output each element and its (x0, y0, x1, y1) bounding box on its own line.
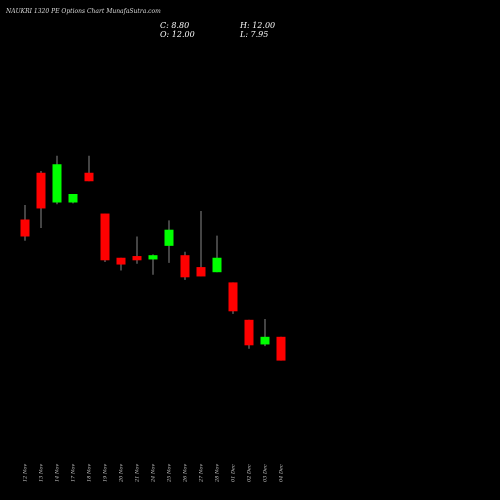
x-tick-label: 19 Nov (103, 464, 109, 482)
candle-body (164, 229, 174, 246)
candle-body (196, 267, 206, 277)
high-value: H: 12.00 (240, 21, 276, 30)
candle-body (84, 172, 94, 182)
candle-body (68, 194, 78, 203)
candle-body (52, 164, 62, 203)
candle-body (180, 255, 190, 278)
x-tick-label: 26 Nov (183, 464, 189, 483)
x-tick-label: 01 Dec (231, 464, 237, 482)
x-tick-label: 12 Nov (23, 464, 29, 482)
open-value: O: 12.00 (160, 30, 195, 39)
x-tick-label: 18 Nov (87, 464, 93, 482)
candle-body (212, 257, 222, 273)
x-tick-label: 21 Nov (135, 464, 141, 483)
candle-body (244, 319, 254, 346)
candle-body (228, 282, 238, 312)
x-tick-label: 27 Nov (199, 464, 205, 483)
x-tick-label: 17 Nov (71, 464, 77, 482)
candle-body (260, 336, 270, 345)
x-tick-label: 25 Nov (167, 464, 173, 483)
candle-body (20, 219, 30, 237)
x-tick-label: 04 Dec (279, 464, 285, 482)
close-value: C: 8.80 (160, 21, 190, 30)
x-tick-label: 24 Nov (151, 464, 157, 483)
candle-body (276, 336, 286, 361)
x-tick-label: 28 Nov (215, 464, 221, 483)
candle-body (116, 257, 126, 265)
candle-body (100, 213, 110, 261)
x-tick-label: 03 Dec (263, 464, 269, 482)
candle-body (148, 255, 158, 260)
x-tick-label: 20 Nov (119, 464, 125, 483)
x-tick-label: 13 Nov (39, 464, 45, 482)
chart-title: NAUKRI 1320 PE Options Chart MunafaSutra… (6, 8, 161, 15)
candle-body (132, 256, 142, 261)
low-value: L: 7.95 (240, 30, 269, 39)
candle-body (36, 172, 46, 209)
x-tick-label: 02 Dec (247, 464, 253, 482)
x-tick-label: 14 Nov (55, 464, 61, 482)
